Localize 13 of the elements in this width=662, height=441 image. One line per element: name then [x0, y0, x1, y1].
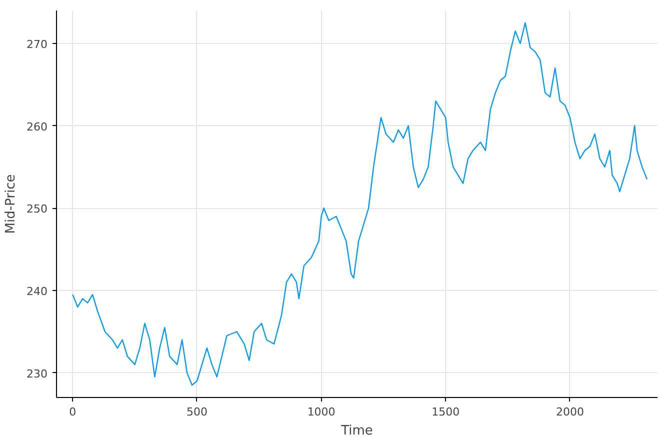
x-tick-label: 0 — [69, 406, 76, 418]
line-series — [72, 22, 648, 386]
y-tick-label: 260 — [26, 120, 48, 134]
y-tick-label: 230 — [26, 367, 48, 380]
x-tick-label: 2000 — [556, 406, 584, 418]
y-axis-title: Mid-Price — [4, 174, 19, 234]
y-tick-label: 270 — [26, 38, 48, 51]
y-tick-label: 250 — [26, 202, 48, 216]
x-tick-label: 1000 — [307, 406, 336, 418]
x-axis-title: Time — [340, 424, 373, 438]
x-tick-label: 1500 — [432, 406, 460, 418]
x-tick-label: 500 — [186, 406, 208, 418]
y-tick-label: 240 — [26, 284, 48, 298]
